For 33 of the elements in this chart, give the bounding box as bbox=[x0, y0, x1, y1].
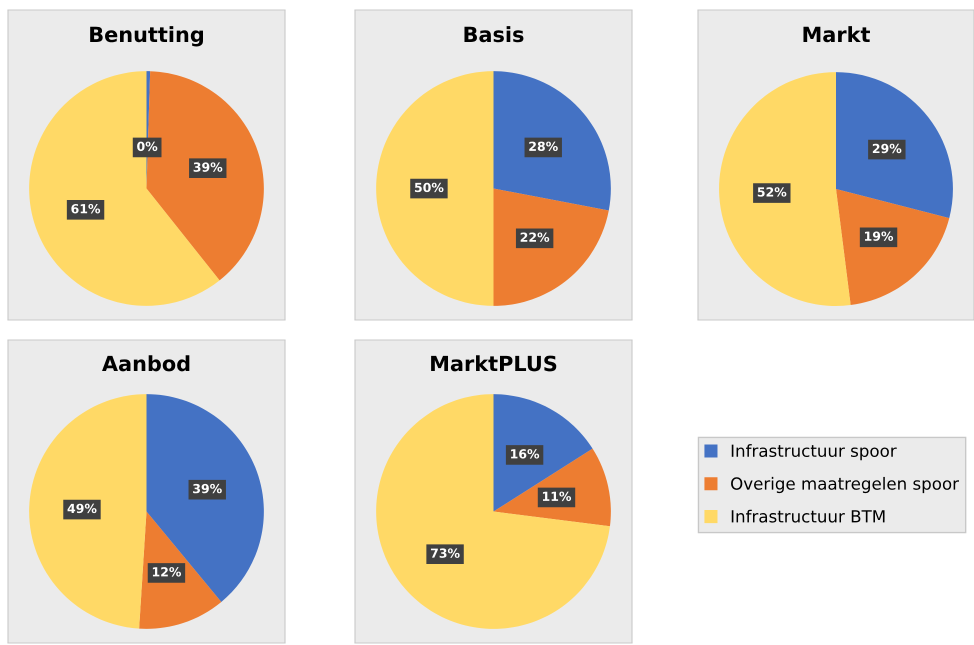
data-label: 61% bbox=[71, 204, 100, 214]
pie-slice bbox=[836, 189, 950, 306]
data-label: 50% bbox=[414, 182, 444, 192]
data-label: 22% bbox=[520, 232, 550, 242]
data-label: 39% bbox=[194, 162, 222, 172]
pie-slice bbox=[836, 72, 953, 218]
data-label: 0% bbox=[137, 142, 158, 152]
data-label: 12% bbox=[152, 567, 182, 577]
pie-slice bbox=[494, 71, 611, 211]
legend-label: Infrastructuur spoor bbox=[732, 444, 897, 460]
chart-title: Markt bbox=[803, 26, 870, 42]
data-label: 11% bbox=[542, 492, 572, 502]
data-label: 19% bbox=[864, 231, 894, 241]
pie-slice bbox=[146, 394, 264, 602]
legend-label: Infrastructuur BTM bbox=[732, 510, 885, 523]
data-label: 73% bbox=[430, 548, 460, 558]
pie-slice bbox=[494, 394, 593, 512]
legend-label: Overige maatregelen spoor bbox=[731, 476, 959, 494]
data-label: 49% bbox=[68, 504, 97, 514]
pie-slice bbox=[494, 188, 609, 306]
chart-title: Basis bbox=[464, 26, 524, 42]
data-label: 52% bbox=[758, 187, 786, 197]
chart-title: Aanbod bbox=[102, 355, 190, 372]
pie-slice bbox=[719, 72, 851, 306]
data-label: 16% bbox=[511, 449, 540, 459]
pie-slice bbox=[376, 71, 494, 306]
chart-title: MarktPLUS bbox=[431, 355, 556, 372]
data-label: 29% bbox=[872, 144, 902, 154]
data-label: 28% bbox=[529, 142, 558, 152]
pie-slice bbox=[376, 394, 610, 629]
chart-title: Benutting bbox=[90, 26, 203, 46]
pie-slice bbox=[29, 394, 146, 629]
data-label: 39% bbox=[193, 484, 222, 494]
